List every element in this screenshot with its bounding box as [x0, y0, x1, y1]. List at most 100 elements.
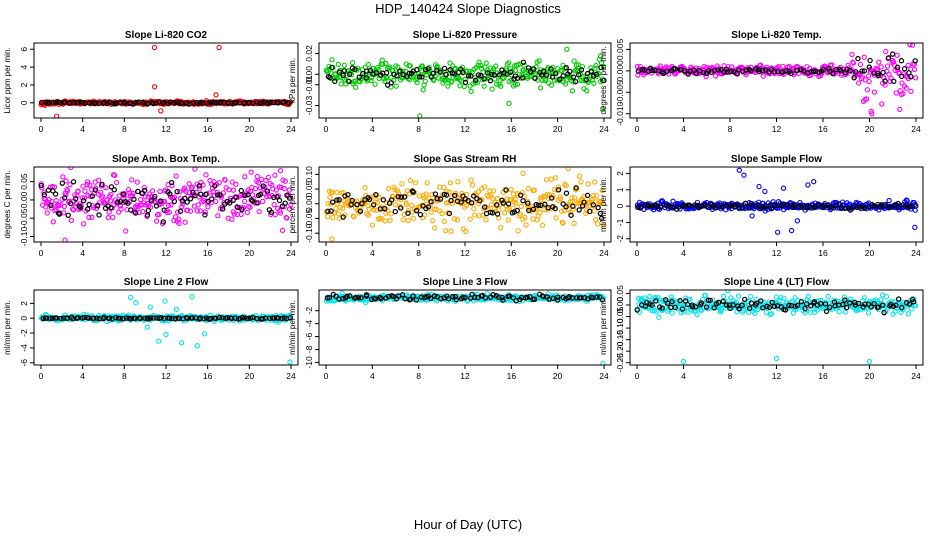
data-point — [864, 96, 870, 102]
overlay-point — [334, 197, 340, 203]
overlay-point — [214, 192, 221, 198]
data-point — [905, 62, 911, 69]
x-tick-label: 12 — [772, 248, 782, 258]
overlay-point — [354, 201, 360, 208]
overlay-point — [705, 297, 711, 303]
overlay-point — [451, 192, 458, 199]
overlay-point — [260, 316, 266, 322]
data-point — [429, 217, 436, 224]
data-point — [182, 219, 188, 225]
y-tick-label: -8 — [304, 345, 314, 353]
y-tick-label: -0.010 — [615, 101, 625, 125]
data-point — [103, 185, 109, 191]
overlay-point — [578, 67, 585, 73]
overlay-point — [177, 208, 184, 214]
data-point — [559, 68, 565, 74]
data-point — [861, 54, 867, 60]
data-point — [590, 192, 597, 199]
overlay-point — [817, 300, 824, 307]
overlay-point — [866, 64, 872, 70]
overlay-point — [257, 191, 263, 198]
data-point — [107, 198, 114, 204]
x-tick-label: 4 — [681, 248, 686, 258]
x-tick-label: 4 — [370, 124, 375, 134]
data-point — [585, 181, 591, 187]
data-point — [254, 173, 260, 180]
overlay-point — [518, 192, 524, 198]
x-tick-label: 16 — [818, 371, 828, 381]
overlay-point — [482, 204, 488, 210]
data-point — [571, 195, 578, 201]
data-point — [445, 83, 451, 89]
x-axis: 0 4 8 12 16 20 24 — [324, 365, 609, 381]
overlay-point — [345, 191, 351, 198]
data-point — [702, 292, 709, 299]
overlay-point — [413, 297, 419, 303]
data-point — [493, 81, 500, 87]
x-tick-label: 0 — [635, 124, 640, 134]
overlay-point — [871, 300, 877, 307]
data-point — [533, 207, 539, 213]
x-axis: 0 4 8 12 16 20 24 — [39, 242, 296, 258]
overlay-point — [336, 196, 342, 203]
data-point — [338, 81, 344, 87]
overlay-point — [47, 315, 53, 322]
overlay-point — [588, 69, 594, 75]
overlay-point — [655, 203, 661, 210]
x-tick-label: 20 — [865, 371, 875, 381]
data-point — [554, 77, 560, 83]
overlay-point — [212, 183, 218, 189]
x-tick-label: 20 — [245, 248, 255, 258]
x-tick-label: 12 — [772, 124, 782, 134]
overlay-point — [359, 200, 365, 207]
overlay-point — [560, 73, 566, 79]
data-point — [87, 182, 93, 188]
data-point — [256, 208, 262, 215]
overlay-point — [659, 305, 665, 311]
overlay-point — [182, 195, 188, 202]
data-point — [386, 186, 392, 192]
panel-5: Slope Gas Stream RH percent per min. 0 4 8 12… — [288, 154, 612, 258]
data-point — [522, 214, 528, 221]
data-point — [63, 192, 69, 198]
overlay-point — [599, 215, 605, 221]
overlay-point — [472, 77, 479, 83]
overlay-point — [895, 204, 902, 211]
overlay-point — [593, 71, 600, 78]
data-point — [340, 205, 346, 211]
overlay-point — [418, 294, 425, 300]
data-point — [859, 74, 866, 80]
overlay-point — [507, 69, 514, 75]
overlay-point — [378, 295, 384, 302]
x-tick-label: 8 — [728, 248, 733, 258]
overlay-point — [739, 302, 745, 309]
data-point-outlier — [805, 182, 811, 188]
overlay-point — [489, 210, 496, 216]
overlay-point — [168, 179, 175, 186]
overlay-point — [861, 68, 868, 74]
x-tick-label: 20 — [865, 124, 875, 134]
y-tick-label: 0.05 — [19, 173, 29, 190]
overlay-point — [329, 199, 336, 205]
overlay-point — [50, 99, 56, 106]
data-point — [416, 193, 422, 199]
data-point — [429, 191, 435, 198]
x-tick-label: 24 — [911, 124, 921, 134]
x-tick-label: 20 — [245, 124, 255, 134]
overlay-point — [111, 187, 117, 193]
data-point — [449, 78, 455, 84]
data-point — [471, 212, 478, 218]
data-point — [335, 61, 341, 68]
overlay-point — [595, 204, 601, 211]
data-point — [286, 206, 293, 212]
x-tick-label: 24 — [286, 248, 296, 258]
overlay-point — [700, 69, 707, 76]
overlay-point — [148, 198, 155, 204]
overlay-point — [346, 78, 352, 85]
data-point — [576, 173, 583, 179]
overlay-point — [355, 295, 362, 301]
overlay-point — [501, 70, 507, 76]
overlay-point — [912, 58, 918, 64]
overlay-point — [736, 204, 742, 211]
